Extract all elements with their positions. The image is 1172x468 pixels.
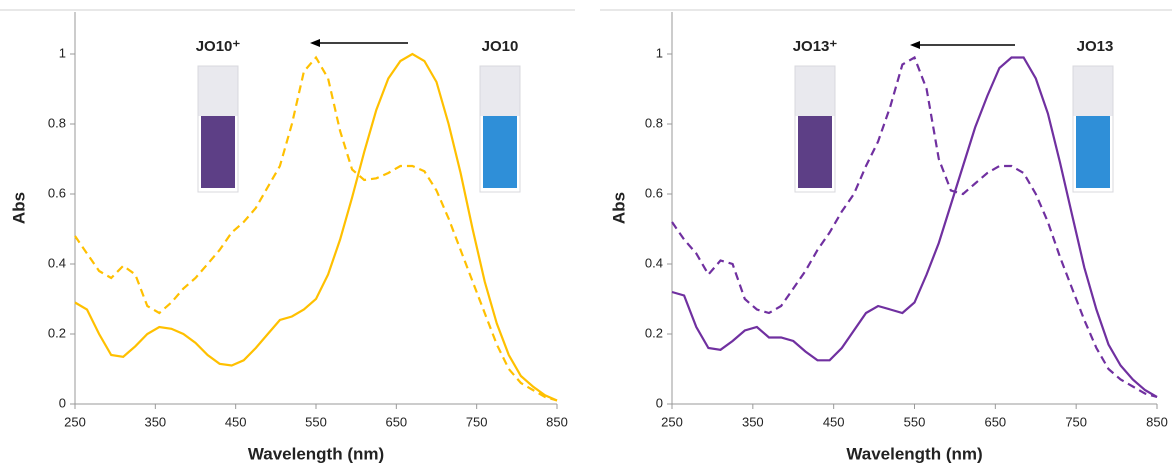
- series-label: JO13⁺: [793, 38, 838, 55]
- y-tick-label: 0: [59, 395, 66, 410]
- y-tick-label: 0.6: [645, 185, 663, 200]
- x-tick-label: 550: [904, 414, 926, 429]
- series-line: [671, 56, 1158, 398]
- x-tick-label: 750: [466, 414, 488, 429]
- y-tick-label: 1: [656, 45, 663, 60]
- cuvette-liquid: [201, 116, 235, 188]
- cuvette-glass: [1072, 65, 1114, 193]
- x-tick-label: 650: [385, 414, 407, 429]
- series-line: [74, 52, 558, 402]
- cuvette-liquid: [483, 116, 517, 188]
- x-tick-label: 650: [984, 414, 1006, 429]
- x-axis-title: Wavelength (nm): [846, 444, 982, 463]
- x-tick-label: 550: [305, 414, 327, 429]
- x-tick-label: 850: [546, 414, 568, 429]
- y-tick-label: 0: [656, 395, 663, 410]
- cuvette-cap: [795, 66, 835, 116]
- x-tick-label: 850: [1146, 414, 1168, 429]
- cuvette-cap: [198, 66, 238, 116]
- y-tick-label: 0.8: [48, 115, 66, 130]
- cuvette-liquid: [798, 116, 832, 188]
- x-tick-label: 450: [823, 414, 845, 429]
- series-line: [74, 55, 558, 402]
- cuvette-glass: [197, 65, 239, 193]
- y-tick-label: 1: [59, 45, 66, 60]
- cuvette-cap: [1073, 66, 1113, 116]
- x-tick-label: 350: [144, 414, 166, 429]
- x-tick-label: 450: [225, 414, 247, 429]
- y-tick-label: 0.4: [645, 255, 663, 270]
- arrow-head: [310, 39, 320, 47]
- cuvette-liquid: [1076, 116, 1110, 188]
- x-tick-label: 250: [661, 414, 683, 429]
- x-tick-label: 350: [742, 414, 764, 429]
- series-label: JO10: [482, 38, 519, 55]
- y-tick-label: 0.8: [645, 115, 663, 130]
- y-tick-label: 0.2: [645, 325, 663, 340]
- cuvette-glass: [794, 65, 836, 193]
- arrow-head: [910, 41, 920, 49]
- y-axis-title: Abs: [9, 192, 28, 224]
- x-axis-title: Wavelength (nm): [248, 444, 384, 463]
- x-tick-label: 250: [64, 414, 86, 429]
- series-label: JO10⁺: [196, 38, 241, 55]
- cuvette-glass: [479, 65, 521, 193]
- series-line: [671, 55, 1158, 399]
- y-tick-label: 0.2: [48, 325, 66, 340]
- y-tick-label: 0.4: [48, 255, 66, 270]
- series-label: JO13: [1077, 38, 1114, 55]
- y-axis-title: Abs: [609, 192, 628, 224]
- y-tick-label: 0.6: [48, 185, 66, 200]
- x-tick-label: 750: [1065, 414, 1087, 429]
- cuvette-cap: [480, 66, 520, 116]
